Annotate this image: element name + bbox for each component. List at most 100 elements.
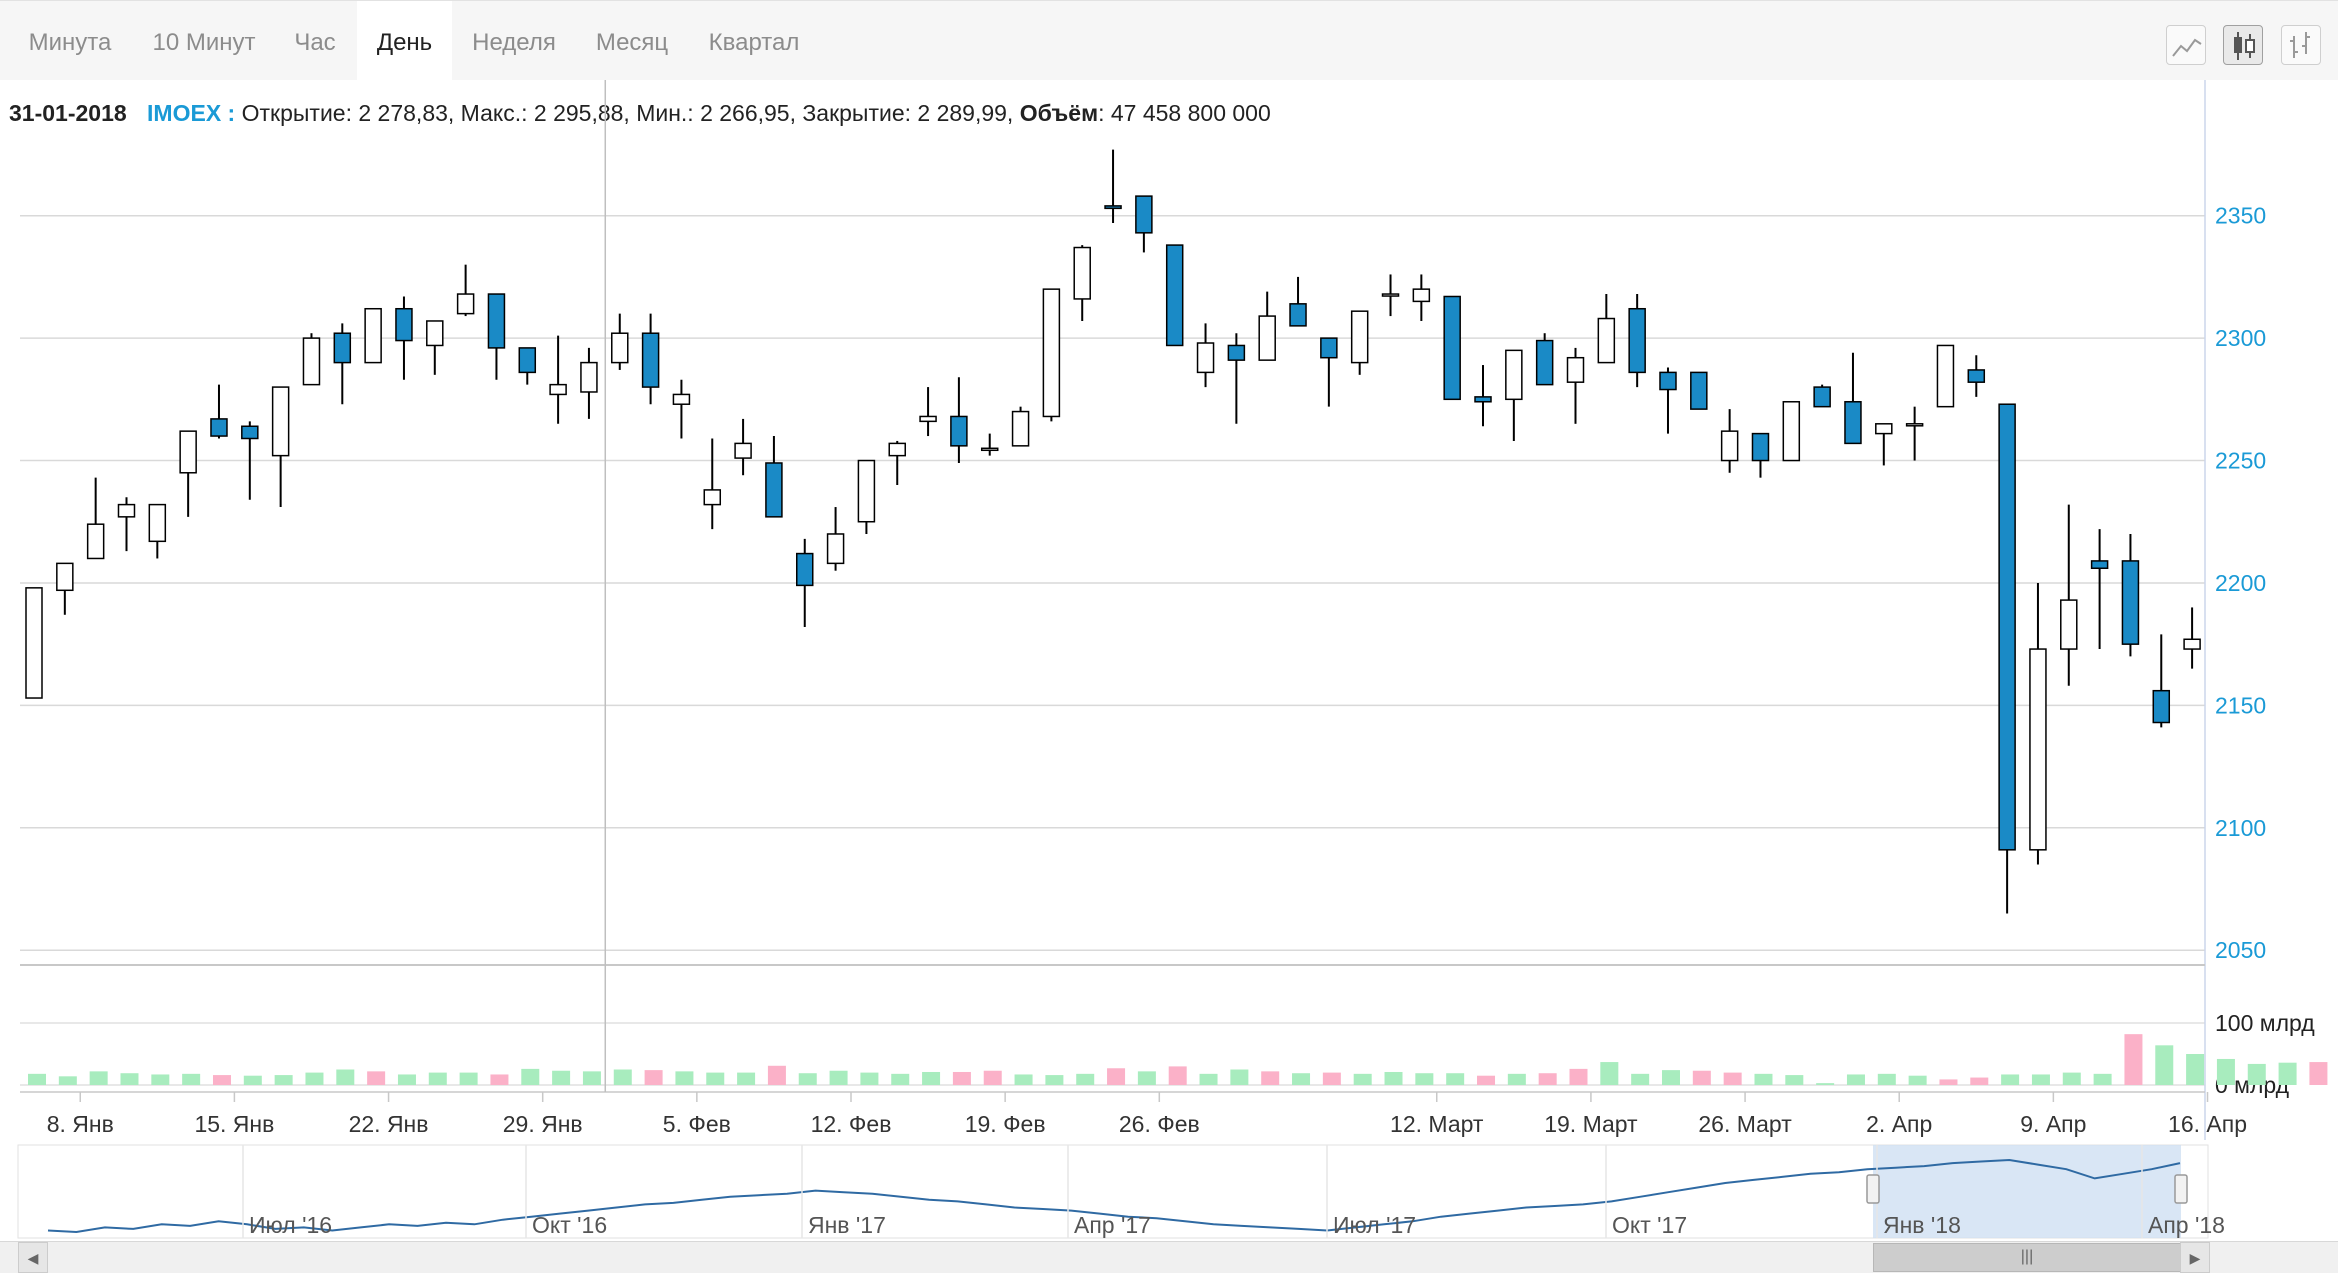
volume-bar [1199, 1073, 1218, 1085]
horizontal-scrollbar[interactable]: ◀ ||| ▶ [0, 1241, 2338, 1273]
candle [580, 347, 598, 419]
tab-day[interactable]: День [357, 1, 452, 81]
date-tick-label: 12. Март [1390, 1111, 1484, 1137]
candle-body [1412, 288, 1431, 303]
candle [1135, 195, 1153, 253]
volume-bar [521, 1068, 540, 1085]
scroll-left-button[interactable]: ◀ [18, 1242, 48, 1273]
candle-body [1289, 303, 1307, 327]
volume-bar [397, 1074, 416, 1085]
candle-body [364, 307, 382, 364]
line-chart-button[interactable] [2166, 25, 2206, 65]
volume-bar [891, 1073, 910, 1085]
tab-hour[interactable]: Час [294, 29, 336, 56]
volume-bar [2093, 1073, 2112, 1085]
navigator-handle[interactable] [1866, 1174, 1880, 1204]
candle-body [1905, 423, 1924, 427]
navigator-handle[interactable] [2174, 1174, 2188, 1204]
price-tick-label: 2050 [2215, 937, 2266, 963]
ohlc-bars-button[interactable] [2281, 25, 2321, 65]
volume-bar [58, 1076, 77, 1085]
candle [888, 440, 906, 486]
tab-month[interactable]: Месяц [595, 29, 669, 56]
candlestick-chart[interactable]: 2050 2100 2150 2200 2250 2300 2350 0 млрд100 м… [0, 0, 2338, 1240]
volume-bar [1785, 1075, 1804, 1085]
scroll-right-button[interactable]: ▶ [2180, 1242, 2210, 1273]
candle [2029, 582, 2047, 865]
volume-bar [829, 1070, 848, 1085]
volume-bar [2001, 1074, 2020, 1085]
tab-10-minutes[interactable]: 10 Минут [152, 29, 256, 56]
navigator-line [47, 1158, 2181, 1234]
candle-body [796, 552, 814, 587]
candle-body [2090, 560, 2109, 570]
price-tick-label: 2250 [2215, 448, 2266, 474]
date-tick-label: 8. Янв [47, 1111, 114, 1137]
volume-bar [1477, 1075, 1496, 1085]
volume-bar [1569, 1068, 1588, 1085]
volume-bar [983, 1070, 1002, 1085]
candle [549, 335, 567, 424]
tab-quarter[interactable]: Квартал [708, 29, 800, 56]
volume-bar [1877, 1073, 1896, 1085]
tab-week[interactable]: Неделя [472, 29, 556, 56]
candle [25, 587, 43, 699]
volume-bar [1137, 1071, 1156, 1085]
candle-body [549, 383, 567, 396]
candle [796, 538, 814, 628]
volume-bar [2186, 1054, 2205, 1085]
candle-body [271, 386, 290, 457]
candle [1535, 333, 1554, 386]
candle-body [1967, 369, 1986, 383]
candle [672, 379, 691, 439]
price-gridlines [20, 214, 2205, 951]
candle-body [1350, 310, 1369, 364]
navigator-tick-label: Апр '17 [1074, 1212, 1151, 1238]
date-tick-label: 2. Апр [1866, 1111, 1932, 1137]
candle [1320, 337, 1338, 407]
date-tick-label: 9. Апр [2020, 1111, 2086, 1137]
volume-bar [675, 1071, 694, 1085]
volume-bar [767, 1065, 786, 1085]
candle [1104, 149, 1122, 224]
volume-bar [2309, 1062, 2328, 1085]
date-axis-labels: 8. Янв 15. Янв 22. Янв 29. Янв 5. Фев 12. Фев… [47, 1092, 2247, 1137]
info-ohlc-values: Открытие: 2 278,83, Макс.: 2 295,88, Мин… [241, 100, 1014, 126]
candlestick-button[interactable] [2223, 25, 2263, 65]
candle [1011, 406, 1030, 447]
candle-body [487, 293, 506, 349]
candle-body [56, 562, 74, 592]
candle-body [826, 533, 845, 565]
volume-bar [274, 1075, 293, 1085]
candle [2090, 529, 2109, 650]
volume-bar [1631, 1073, 1650, 1085]
candle-body [703, 489, 722, 506]
info-volume-label: Объём [1019, 100, 1099, 126]
volume-bar [1230, 1069, 1249, 1085]
navigator-tick-label: Янв '17 [808, 1212, 886, 1238]
candle [487, 293, 506, 380]
volume-bar [613, 1069, 632, 1085]
candle-body [1998, 403, 2016, 851]
scrollbar-thumb[interactable]: ||| [1873, 1243, 2181, 1272]
tab-minute[interactable]: Минута [28, 29, 112, 56]
candle [2121, 533, 2140, 657]
candle-body [518, 347, 537, 374]
volume-bar [1446, 1073, 1465, 1085]
candle [426, 320, 444, 375]
candle [1936, 344, 1955, 408]
volume-bar [1292, 1073, 1311, 1085]
volume-bar [1846, 1074, 1865, 1085]
price-axis-labels: 2050 2100 2150 2200 2250 2300 2350 [2215, 203, 2266, 964]
candle-body [1320, 337, 1338, 359]
chart-axes [20, 80, 2206, 1140]
price-tick-label: 2150 [2215, 692, 2266, 718]
candle-body [1751, 432, 1770, 462]
candle-body [2121, 560, 2140, 645]
volume-bar [2031, 1074, 2050, 1085]
volume-bar [1384, 1071, 1403, 1085]
volume-bar [1939, 1079, 1958, 1085]
candle [1073, 245, 1091, 321]
ohlc-bars-icon [2290, 32, 2310, 58]
info-ticker: IMOEX : [147, 100, 236, 126]
